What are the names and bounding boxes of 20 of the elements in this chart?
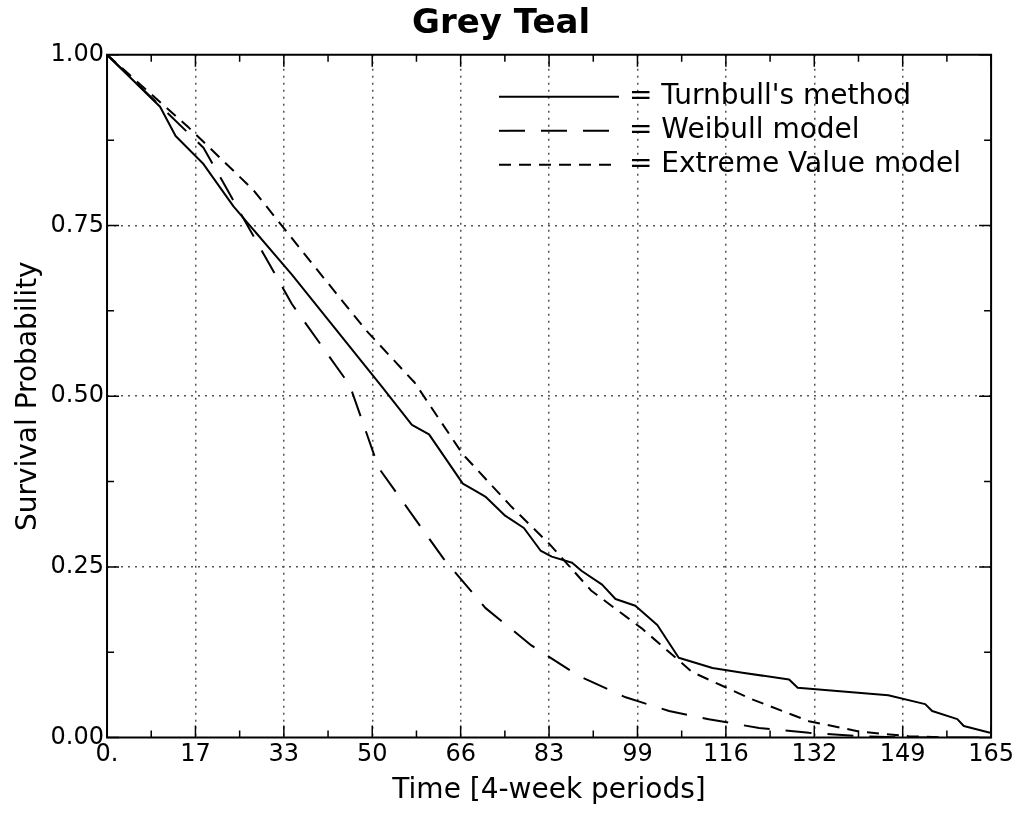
x-tick-label: 116 xyxy=(702,739,749,768)
x-axis-title: Time [4-week periods] xyxy=(391,772,706,806)
y-tick-label: 0.25 xyxy=(50,551,105,580)
x-tick-label: 132 xyxy=(791,739,838,768)
legend-label: = Extreme Value model xyxy=(628,146,962,180)
x-tick-label: 149 xyxy=(879,739,926,768)
x-tick-label: 17 xyxy=(180,739,211,768)
x-tick-label: 66 xyxy=(445,739,476,768)
legend-label: = Turnbull's method xyxy=(628,78,912,112)
y-tick-label: 1.00 xyxy=(50,39,105,68)
x-tick-label: 83 xyxy=(533,739,565,768)
y-tick-label: 0.50 xyxy=(50,380,105,409)
y-axis-title: Survival Probability xyxy=(10,261,44,532)
x-tick-label: 99 xyxy=(622,739,653,768)
legend-label: = Weibull model xyxy=(628,112,860,146)
y-tick-label: 0.75 xyxy=(50,209,105,238)
x-tick-label: 33 xyxy=(268,739,300,768)
x-tick-label: 165 xyxy=(968,739,1014,768)
chart-title: Grey Teal xyxy=(411,1,591,42)
x-tick-label: 50 xyxy=(356,739,388,768)
